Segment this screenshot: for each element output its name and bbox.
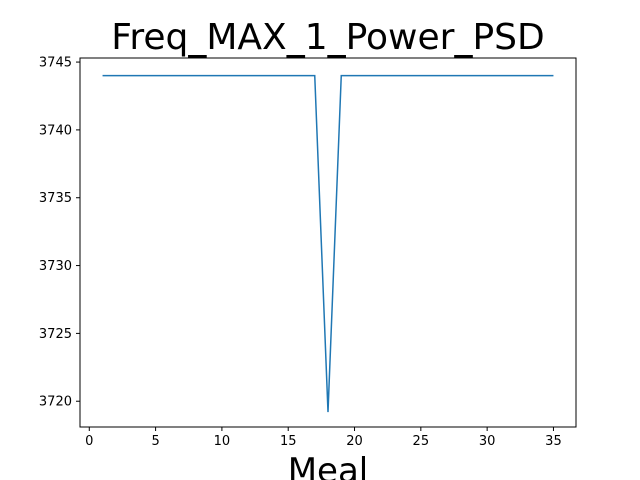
y-tick-label: 3720 — [39, 395, 72, 410]
chart-title: Freq_MAX_1_Power_PSD — [111, 17, 544, 58]
x-tick-label: 15 — [280, 434, 297, 449]
x-tick-label: 25 — [413, 434, 430, 449]
y-tick-label: 3730 — [39, 259, 72, 274]
x-tick-label: 20 — [346, 434, 363, 449]
x-tick-label: 35 — [545, 434, 562, 449]
x-tick-label: 30 — [479, 434, 496, 449]
y-tick-label: 3740 — [39, 123, 72, 138]
series-line-0 — [102, 74, 554, 413]
x-tick-label: 5 — [151, 434, 159, 449]
x-tick-label: 10 — [214, 434, 231, 449]
axes-frame — [79, 57, 577, 428]
y-tick-label: 3725 — [39, 327, 72, 342]
y-tick-label: 3745 — [39, 56, 72, 71]
x-axis-label: Meal — [288, 451, 369, 480]
plot-area: 0 5 10 15 20 25 30 35 3720 3725 3730 3735 3740 3745 — [39, 56, 577, 449]
x-tick-label: 0 — [85, 434, 93, 449]
y-tick-label: 3735 — [39, 191, 72, 206]
